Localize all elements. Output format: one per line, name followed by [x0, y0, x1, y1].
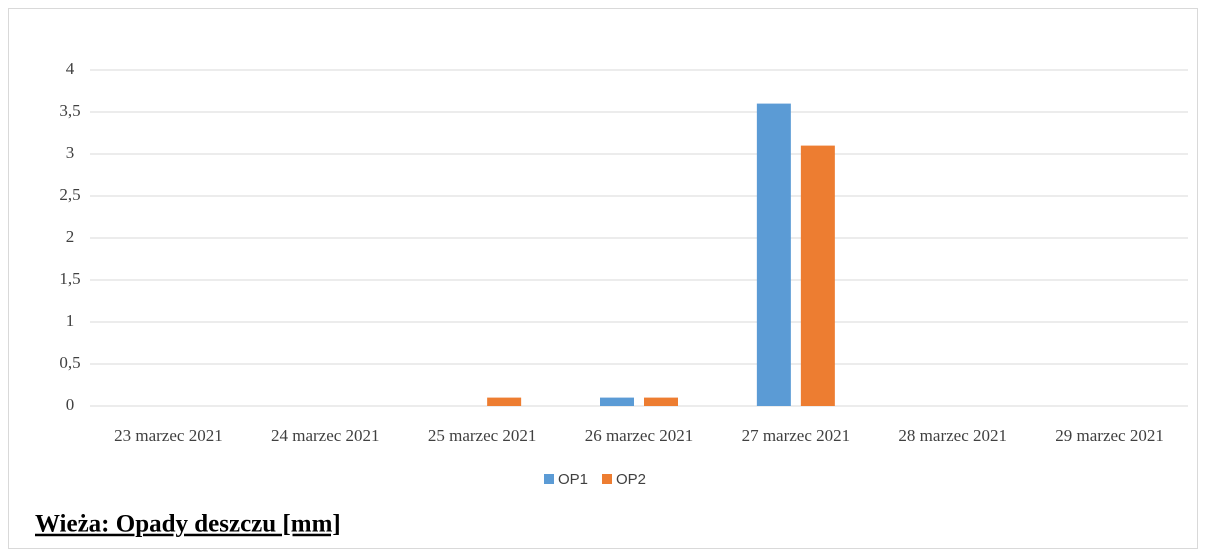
y-tick-label: 0,5	[59, 353, 80, 372]
legend-label: OP1	[558, 471, 588, 488]
y-tick-label: 1,5	[59, 269, 80, 288]
x-tick-label: 28 marzec 2021	[898, 426, 1007, 445]
bar	[600, 397, 634, 406]
y-tick-label: 3,5	[59, 101, 80, 120]
y-tick-label: 2,5	[59, 185, 80, 204]
x-tick-label: 27 marzec 2021	[742, 426, 851, 445]
chart-title: Wieża: Opady deszczu [mm]	[35, 511, 341, 538]
bar	[487, 397, 522, 406]
y-tick-label: 1	[66, 311, 75, 330]
legend-swatch	[602, 474, 612, 484]
bar	[800, 145, 835, 406]
x-tick-label: 29 marzec 2021	[1055, 426, 1164, 445]
x-tick-label: 23 marzec 2021	[114, 426, 223, 445]
chart-border	[8, 8, 1198, 549]
x-tick-label: 25 marzec 2021	[428, 426, 537, 445]
y-tick-label: 3	[66, 143, 75, 162]
x-tick-label: 24 marzec 2021	[271, 426, 380, 445]
legend-swatch	[544, 474, 554, 484]
legend-label: OP2	[616, 471, 646, 488]
y-tick-label: 4	[66, 59, 75, 78]
y-tick-label: 0	[66, 395, 75, 414]
y-tick-label: 2	[66, 227, 75, 246]
bar	[756, 103, 791, 406]
x-tick-label: 26 marzec 2021	[585, 426, 694, 445]
bar	[644, 397, 678, 406]
